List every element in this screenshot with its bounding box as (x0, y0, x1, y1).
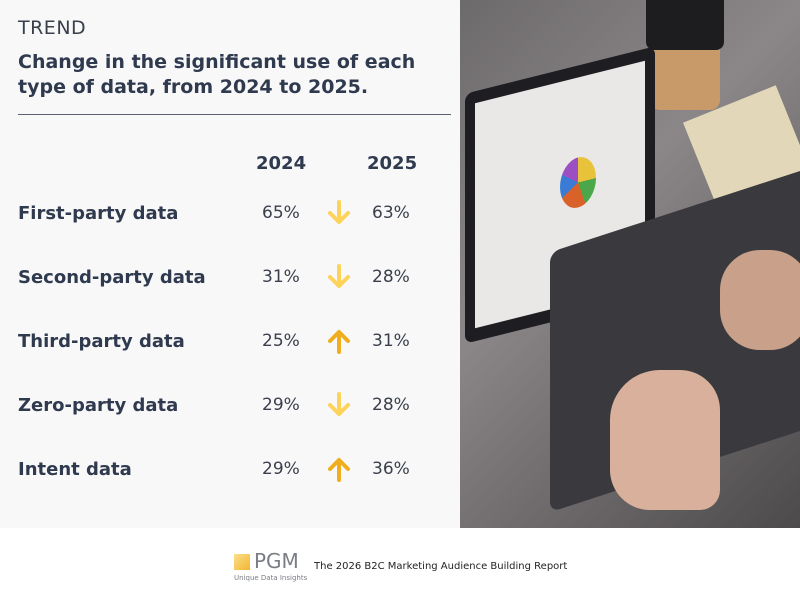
table-row: Second-party data 31% 28% (0, 264, 460, 297)
kicker: TREND (18, 17, 87, 39)
value-2025: 36% (372, 459, 410, 479)
report-title: The 2026 B2C Marketing Audience Building… (314, 561, 568, 572)
pie-chart-image (560, 153, 596, 212)
table-row: First-party data 65% 63% (0, 200, 460, 233)
column-header-2024: 2024 (256, 153, 307, 174)
coffee-lid (646, 0, 724, 50)
row-label: Third-party data (18, 331, 185, 352)
arrow-down-icon (328, 264, 350, 288)
value-2025: 31% (372, 331, 410, 351)
row-label: Zero-party data (18, 395, 179, 416)
value-2025: 28% (372, 395, 410, 415)
hand (610, 370, 720, 510)
page-title: Change in the significant use of each ty… (18, 51, 416, 98)
logo-mark (234, 554, 250, 570)
arrow-up-icon (328, 458, 350, 482)
trend-panel: TREND Change in the significant use of e… (0, 17, 460, 489)
row-label: First-party data (18, 203, 179, 224)
value-2024: 29% (262, 459, 300, 479)
arrow-up-icon (328, 330, 350, 354)
divider (18, 114, 451, 115)
logo-tagline: Unique Data Insights (234, 574, 308, 582)
row-label: Second-party data (18, 267, 206, 288)
value-2024: 25% (262, 331, 300, 351)
table-row: Zero-party data 29% 28% (0, 392, 460, 425)
arrow-down-icon (328, 200, 350, 224)
value-2025: 28% (372, 267, 410, 287)
hand (720, 250, 800, 350)
logo-text: PGM (254, 549, 299, 573)
value-2024: 29% (262, 395, 300, 415)
column-header-2025: 2025 (367, 153, 418, 174)
row-label: Intent data (18, 459, 132, 480)
value-2024: 65% (262, 203, 300, 223)
table-row: Third-party data 25% 31% (0, 330, 460, 361)
footer (0, 528, 800, 600)
table-row: Intent data 29% 36% (0, 458, 460, 489)
value-2024: 31% (262, 267, 300, 287)
value-2025: 63% (372, 203, 410, 223)
arrow-down-icon (328, 392, 350, 416)
laptop-photo (460, 0, 800, 528)
